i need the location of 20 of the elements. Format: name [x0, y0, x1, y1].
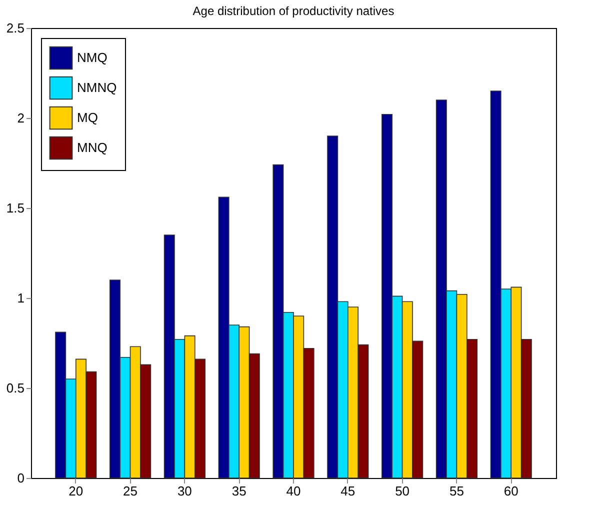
y-tick-label: 1 — [17, 290, 24, 306]
x-tick-label: 60 — [504, 484, 518, 498]
x-tick-label: 25 — [123, 484, 138, 498]
y-tick-label: 2.5 — [6, 20, 24, 36]
legend-label: MQ — [77, 110, 98, 125]
legend-label: NMNQ — [77, 80, 117, 95]
x-tick-label: 40 — [286, 484, 301, 498]
chart-title: Age distribution of productivity natives — [192, 4, 394, 18]
x-tick-label: 45 — [340, 484, 356, 498]
x-tick-label: 30 — [177, 484, 192, 498]
x-tick-label: 20 — [68, 484, 84, 498]
x-tick-label: 35 — [232, 484, 246, 498]
legend-label: MNQ — [77, 140, 108, 155]
x-tick-label: 50 — [395, 484, 410, 498]
legend-label: NMQ — [77, 50, 108, 65]
y-tick-label: 1.5 — [6, 200, 24, 216]
y-tick-label: 2 — [17, 110, 24, 126]
y-tick-label: 0 — [17, 470, 24, 486]
y-tick-label: 0.5 — [6, 380, 24, 396]
x-tick-label: 55 — [449, 484, 464, 498]
